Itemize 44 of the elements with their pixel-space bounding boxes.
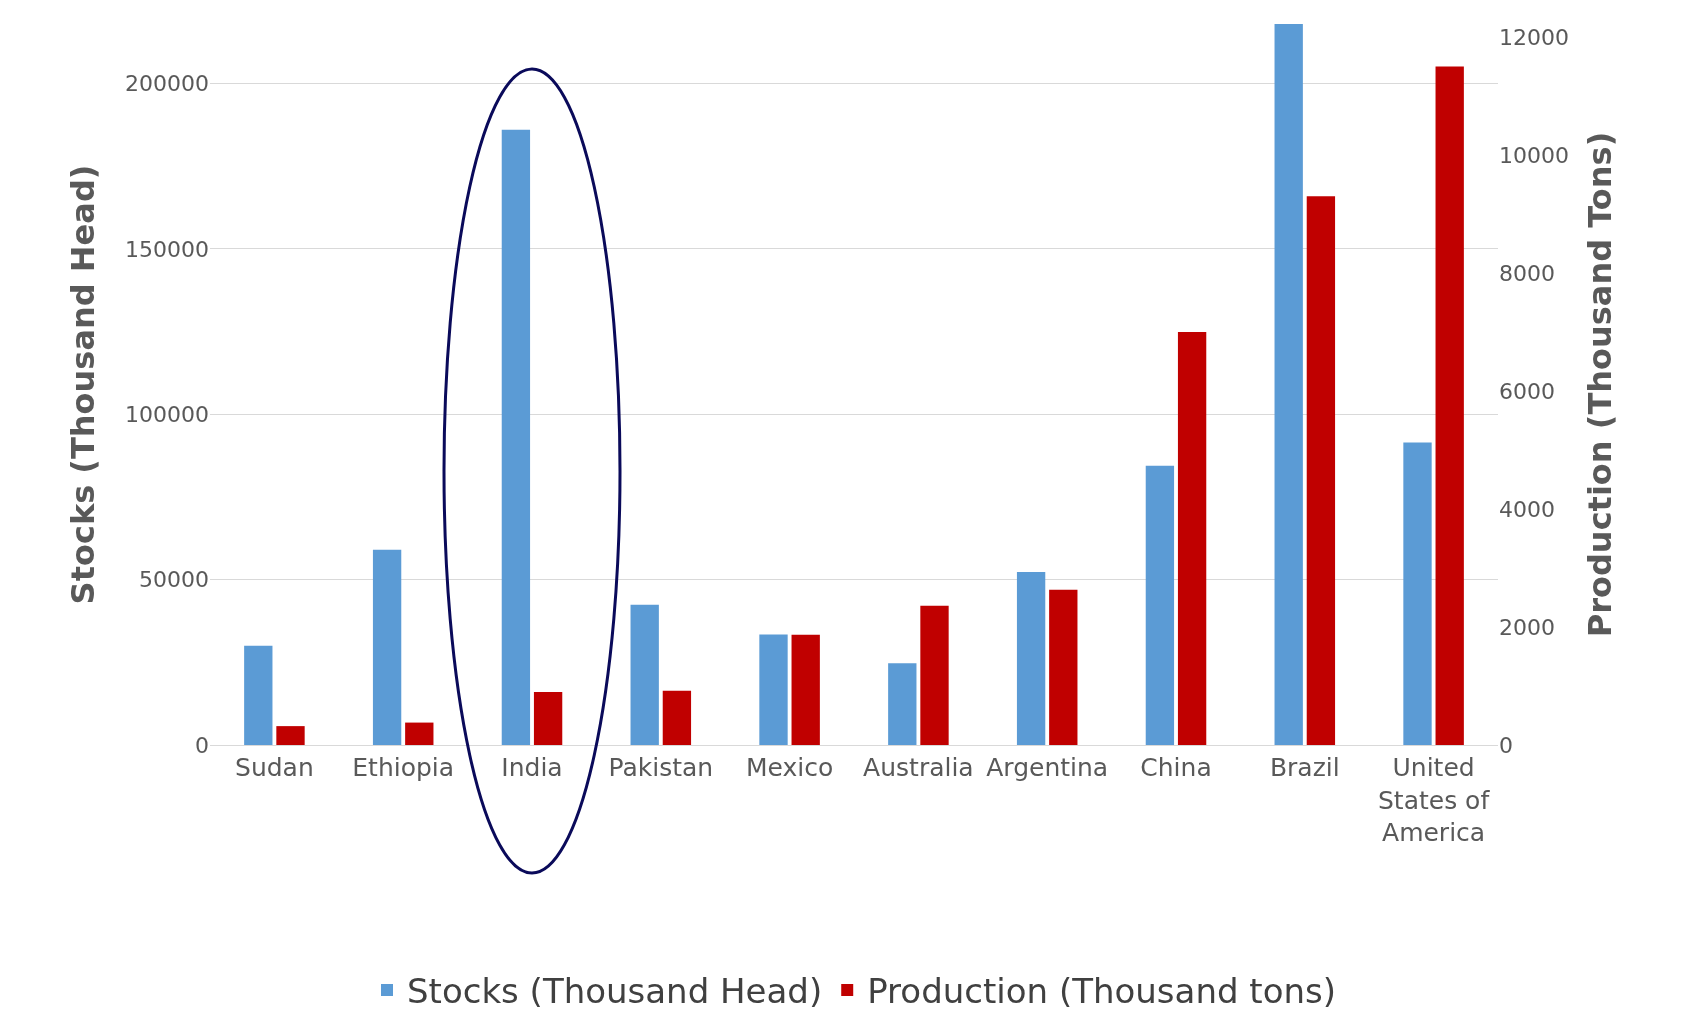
y-tick-label: 0 [195,732,209,758]
legend-label: Stocks (Thousand Head) [407,971,823,1012]
y2-tick-label: 8000 [1499,260,1555,286]
bar [791,634,820,745]
x-tick-label: United States of America [1377,753,1491,847]
y-tick-label: 50000 [139,567,209,593]
bar [1049,589,1078,745]
x-tick-label: China [1140,753,1212,782]
y-tick-label: 100000 [125,401,209,427]
y-tick-label: 150000 [125,236,209,262]
x-tick-label: Australia [863,753,974,782]
bar [372,549,402,745]
bar [1403,442,1432,745]
y2-tick-label: 0 [1499,732,1513,758]
x-tick-label: Mexico [745,753,834,782]
legend-label: Production (Thousand tons) [867,971,1336,1012]
bar [1274,24,1303,745]
bar [920,605,949,745]
y2-axis-title: Production (Thousand Tons) [1580,131,1619,638]
y-axis-title: Stocks (Thousand Head) [64,164,103,605]
bar [630,604,659,745]
bar [276,726,305,745]
bar [888,663,917,745]
y2-tick-label: 2000 [1499,614,1555,640]
y-tick-label: 200000 [125,71,209,97]
bar [1306,196,1336,745]
bar [533,691,563,745]
x-tick-label: Argentina [986,753,1109,782]
bar [1016,572,1046,745]
y2-tick-label: 10000 [1499,142,1569,168]
bar [501,129,531,745]
x-tick-label: Brazil [1269,753,1340,782]
y2-tick-label: 4000 [1499,496,1555,522]
x-tick-label: Pakistan [608,753,714,782]
bar [1435,66,1464,745]
bar [405,722,434,745]
x-tick-label: India [501,753,563,782]
bar [662,690,692,745]
y2-tick-label: 6000 [1499,378,1555,404]
x-tick-label: Ethiopia [352,753,455,782]
y2-tick-label: 12000 [1499,24,1569,50]
bar [244,645,273,745]
bar [759,634,788,745]
x-tick-label: Sudan [235,753,314,782]
